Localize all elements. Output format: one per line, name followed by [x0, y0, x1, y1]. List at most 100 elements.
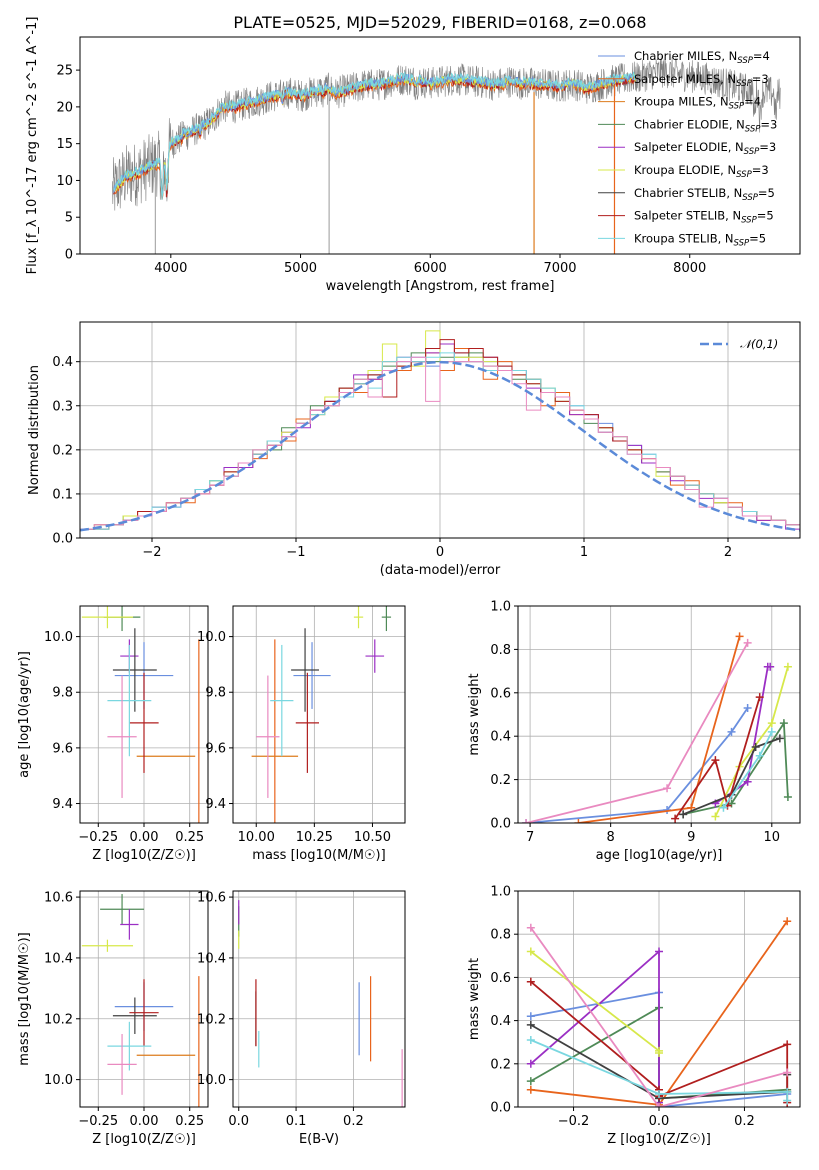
legend-subscript: SSP	[741, 216, 757, 226]
y-tick-label: 9.4	[52, 797, 73, 812]
weight-marker	[783, 1040, 792, 1049]
x-axis-label: E(B-V)	[299, 1132, 339, 1147]
legend-subscript: SSP	[742, 193, 758, 203]
axes-frame	[79, 605, 209, 824]
weight-marker	[526, 1020, 535, 1029]
y-tick-label: 0.0	[490, 817, 511, 832]
y-tick-label: 0.8	[490, 928, 511, 943]
weight-marker	[663, 784, 672, 793]
legend-subscript: SSP	[734, 238, 750, 248]
x-tick-label: 0.0	[649, 1114, 670, 1129]
y-tick-label: 10.4	[44, 951, 73, 966]
y-tick-label: 0.4	[52, 355, 73, 370]
x-axis-label: mass [log10(M/M☉)]	[252, 848, 385, 863]
x-tick-label: −1	[286, 545, 305, 560]
legend-label: Salpeter MILES, NSSP=3	[634, 72, 769, 89]
weight_vs_Z-axes: −0.2 0.0 0.2 0.0 0.2 0.4 0.6 0.8 1.0 Z [log10(Z/Z…	[467, 885, 801, 1147]
legend-label: 𝒩(0,1)	[740, 337, 778, 351]
model-spectrum-line	[113, 71, 636, 200]
y-tick-label: 0.0	[490, 1101, 511, 1116]
x-tick-label: 0.00	[130, 1114, 159, 1129]
axes-frame	[232, 605, 406, 824]
x-tick-label: 6000	[414, 261, 447, 276]
legend-label: Chabrier STELIB, NSSP=5	[634, 186, 775, 203]
weight-series-line	[530, 1039, 789, 1101]
weight-marker	[526, 1012, 535, 1021]
y-tick-label: 10.2	[197, 1012, 226, 1027]
error-bars	[81, 606, 200, 823]
weight-series-line	[525, 642, 749, 823]
y-axis-label: age [log10(age/yr)]	[17, 651, 32, 778]
y-tick-label: 0.6	[490, 686, 511, 701]
legend-subscript: SSP	[729, 102, 745, 112]
x-tick-label: 8000	[673, 261, 706, 276]
weight-lines	[522, 632, 792, 823]
x-tick-label: −0.25	[78, 830, 118, 845]
y-tick-label: 0.8	[490, 643, 511, 658]
y-tick-label: 0.4	[490, 730, 511, 745]
x-tick-label: 8	[607, 830, 615, 845]
plots-layer: 4000 5000 6000 7000 80000510152025wavelength…	[17, 17, 801, 1147]
legend-label: Kroupa ELODIE, NSSP=3	[634, 163, 769, 180]
y-tick-label: 9.4	[205, 797, 226, 812]
legend-count: =4	[744, 95, 761, 109]
y-tick-label: 1.0	[490, 600, 511, 615]
y-tick-label: 9.6	[52, 741, 73, 756]
legend-count: =5	[757, 209, 774, 223]
age_vs_Z-axes: −0.25 0.00 0.25 9.4 9.6 9.8 10.0 Z [log10(Z/Z☉)…	[17, 605, 209, 863]
y-tick-label: 10.0	[197, 1073, 226, 1088]
weight-marker	[755, 751, 764, 760]
weight-marker	[743, 638, 752, 647]
y-tick-label: 9.6	[205, 741, 226, 756]
y-tick-label: 1.0	[490, 885, 511, 900]
y-tick-label: 10.4	[197, 951, 226, 966]
legend-subscript: SSP	[736, 79, 752, 89]
y-axis-label: mass weight	[467, 673, 482, 755]
weight-marker	[526, 1077, 535, 1086]
x-tick-label: 0.1	[286, 1114, 307, 1129]
normal-pdf-curve	[80, 360, 800, 532]
weight-marker	[655, 1049, 663, 1057]
legend-subscript: SSP	[745, 124, 761, 134]
weight-marker	[526, 977, 535, 986]
y-axis-label: Flux [f_λ 10^-17 erg cm^-2 s^-1 A^-1]	[25, 17, 40, 275]
axes-frame	[79, 890, 209, 1108]
x-tick-label: 10	[764, 830, 781, 845]
mass_vs_ebv-axes: 0.0 0.1 0.2 10.0 10.2 10.4 10.6 E(B-V)	[197, 890, 406, 1147]
y-tick-label: 9.8	[205, 686, 226, 701]
weight-marker	[766, 662, 775, 671]
weight-marker	[526, 1085, 535, 1094]
weight-marker	[526, 947, 535, 956]
weight-series-line	[683, 720, 789, 816]
residual_histogram-axes: −2 −1 0 1 2 0.0 0.1 0.2 0.3 0.4 (data-model)/error…	[27, 321, 801, 578]
weight-marker	[775, 734, 784, 743]
y-tick-label: 25	[56, 64, 73, 79]
x-tick-label: 10.00	[238, 830, 275, 845]
x-tick-label: −0.2	[558, 1114, 590, 1129]
y-tick-label: 0.3	[52, 399, 73, 414]
error-bars	[238, 900, 403, 1107]
y-tick-label: 10.6	[197, 891, 226, 906]
y-tick-label: 0.2	[490, 773, 511, 788]
legend-count: =3	[759, 140, 776, 154]
weight-series-line	[530, 927, 788, 1107]
legend-subscript: SSP	[737, 56, 753, 66]
x-tick-label: 4000	[154, 261, 187, 276]
x-tick-label: 0.0	[228, 1114, 249, 1129]
legend-label: Salpeter ELODIE, NSSP=3	[634, 140, 776, 157]
x-tick-label: 5000	[284, 261, 317, 276]
x-tick-label: 10.25	[296, 830, 333, 845]
weight_vs_age-axes: 7 8 9 10 0.0 0.2 0.4 0.6 0.8 1.0 age [log10(age/yr…	[467, 600, 801, 863]
weight-marker	[767, 727, 776, 736]
axes-frame	[517, 605, 801, 824]
weight-marker	[743, 703, 752, 712]
legend-subscript: SSP	[736, 170, 752, 180]
error-bars	[81, 894, 200, 1107]
x-axis-label: Z [log10(Z/Z☉)]	[92, 1132, 196, 1147]
legend-count: =5	[749, 231, 766, 245]
weight-marker	[783, 1096, 792, 1105]
x-axis-label: (data-model)/error	[380, 563, 501, 578]
weight-series-line	[530, 950, 660, 1053]
legend-count: =3	[752, 163, 769, 177]
legend-count: =3	[752, 72, 769, 86]
